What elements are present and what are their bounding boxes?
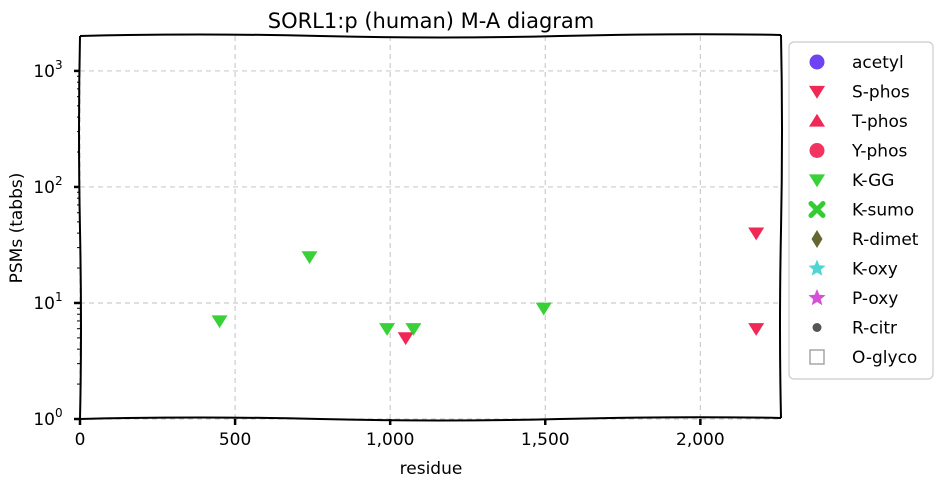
legend-marker-s-phos [809,85,825,99]
x-tick-label: 2,000 [676,430,725,450]
y-tick-label: 100 [33,406,62,430]
legend-marker-y-phos [809,143,825,158]
frame-left [78,35,82,420]
legend-marker-r-citr [812,323,822,332]
data-point-k-gg [379,323,396,336]
y-tick-label: 101 [33,290,62,314]
x-tick-label: 1,000 [366,430,415,450]
legend-label: O-glyco [852,348,917,368]
x-axis: 0 500 1,000 1,500 2,000 [75,419,725,450]
legend-label: K-sumo [852,201,914,221]
data-points [211,227,765,346]
grid [79,36,781,420]
legend-box [788,41,934,380]
legend-label: T-phos [851,112,908,132]
legend-label: S-phos [852,83,910,103]
legend-marker-r-dimet [811,230,823,248]
legend-marker-k-sumo [808,201,826,218]
legend-label: P-oxy [852,289,898,309]
frame-top [79,33,782,39]
legend-label: R-dimet [852,230,919,250]
legend-marker-t-phos [809,113,825,127]
y-tick-label: 103 [33,58,62,82]
chart-title: SORL1:p (human) M-A diagram [268,9,595,33]
data-point-k-gg [301,251,318,265]
x-axis-label: residue [400,459,463,479]
legend-marker-acetyl [809,54,825,70]
x-tick-label: 500 [219,430,251,450]
data-point-s-phos [397,332,414,346]
legend-marker-k-gg [809,174,825,188]
legend-label: Y-phos [851,142,907,162]
x-tick-label: 0 [75,430,86,450]
y-axis: 100 101 102 103 [33,58,80,430]
frame-bottom [79,416,782,422]
legend-label: K-GG [852,171,894,191]
legend-marker-p-oxy [808,289,826,306]
legend: acetyl S-phos T-phos Y-phos K-GG K-sumo R-dime… [788,41,934,380]
data-point-s-phos [748,323,765,336]
legend-label: K-oxy [852,260,898,280]
data-point-k-gg [535,302,552,316]
legend-label: R-citr [852,319,897,339]
y-tick-label: 102 [33,174,62,198]
legend-label: acetyl [852,53,904,73]
data-point-k-gg [405,323,422,336]
y-axis-label: PSMs (tabbs) [7,173,27,284]
legend-marker-k-oxy [808,259,826,276]
legend-marker-o-glyco [809,349,825,365]
x-tick-label: 1,500 [521,430,570,450]
plot-frame [78,33,783,422]
data-point-k-gg [211,315,228,329]
frame-right [779,34,783,419]
data-point-s-phos [748,227,765,241]
